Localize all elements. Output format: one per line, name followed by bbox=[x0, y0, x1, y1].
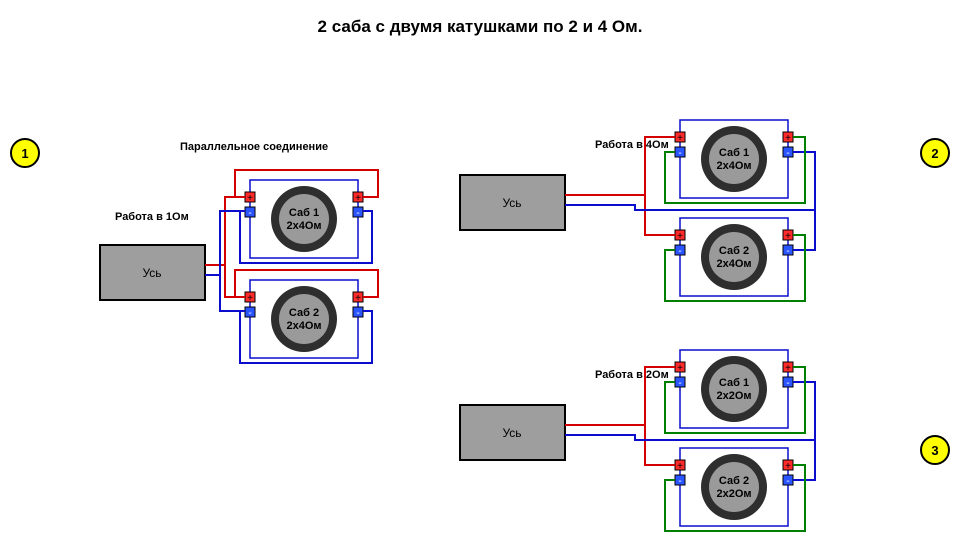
diagram-2: Работа в 4Ом Усь Саб 1 2х4Ом + - + - Саб… bbox=[460, 120, 815, 301]
svg-text:Усь: Усь bbox=[502, 426, 521, 440]
svg-text:2х2Ом: 2х2Ом bbox=[716, 390, 751, 402]
d1-speaker-2: Саб 2 2х4Ом + - + - bbox=[245, 280, 363, 358]
svg-text:-: - bbox=[786, 476, 789, 487]
svg-text:+: + bbox=[247, 293, 253, 304]
svg-text:+: + bbox=[677, 231, 683, 242]
page-title: 2 саба с двумя катушками по 2 и 4 Ом. bbox=[318, 17, 643, 36]
svg-text:-: - bbox=[678, 378, 681, 389]
svg-text:-: - bbox=[786, 246, 789, 257]
svg-text:2х4Ом: 2х4Ом bbox=[286, 220, 321, 232]
svg-text:Усь: Усь bbox=[502, 196, 521, 210]
d1-mode-label-1: Параллельное соединение bbox=[180, 141, 328, 153]
d2-speaker-1: Саб 1 2х4Ом + - + - bbox=[675, 120, 793, 198]
d3-mode-label: Работа в 2Ом bbox=[595, 369, 669, 381]
diagram-1: Параллельное соединение Работа в 1Ом Усь… bbox=[100, 141, 378, 363]
svg-text:-: - bbox=[248, 308, 251, 319]
svg-text:-: - bbox=[678, 148, 681, 159]
svg-text:+: + bbox=[785, 231, 791, 242]
badge-3: 3 bbox=[921, 436, 949, 464]
svg-text:3: 3 bbox=[931, 443, 938, 458]
d1-speaker-1: Саб 1 2х4Ом + - + - bbox=[245, 180, 363, 258]
svg-text:2х4Ом: 2х4Ом bbox=[286, 320, 321, 332]
svg-text:+: + bbox=[785, 133, 791, 144]
diagram-3: Работа в 2Ом Усь Саб 1 2х2Ом + - + - Саб… bbox=[460, 350, 815, 531]
badge-2: 2 bbox=[921, 139, 949, 167]
svg-text:+: + bbox=[355, 193, 361, 204]
svg-text:-: - bbox=[786, 378, 789, 389]
d2-mode-label: Работа в 4Ом bbox=[595, 139, 669, 151]
d2-wires bbox=[565, 137, 815, 301]
svg-text:Саб 1: Саб 1 bbox=[719, 147, 749, 159]
svg-text:Саб 2: Саб 2 bbox=[719, 245, 749, 257]
amplifier-2: Усь bbox=[460, 175, 565, 230]
badge-1: 1 bbox=[11, 139, 39, 167]
svg-text:-: - bbox=[678, 246, 681, 257]
d1-mode-label-2: Работа в 1Ом bbox=[115, 211, 189, 223]
svg-text:-: - bbox=[248, 208, 251, 219]
svg-text:Саб 1: Саб 1 bbox=[289, 207, 319, 219]
svg-text:2х4Ом: 2х4Ом bbox=[716, 160, 751, 172]
svg-text:+: + bbox=[785, 363, 791, 374]
wiring-diagram-canvas: 2 саба с двумя катушками по 2 и 4 Ом. 1 … bbox=[0, 0, 960, 555]
d3-speaker-1: Саб 1 2х2Ом + - + - bbox=[675, 350, 793, 428]
svg-text:+: + bbox=[355, 293, 361, 304]
svg-text:+: + bbox=[677, 133, 683, 144]
svg-text:Саб 2: Саб 2 bbox=[719, 475, 749, 487]
svg-text:2х4Ом: 2х4Ом bbox=[716, 258, 751, 270]
svg-text:+: + bbox=[677, 461, 683, 472]
amplifier-3: Усь bbox=[460, 405, 565, 460]
svg-text:+: + bbox=[677, 363, 683, 374]
svg-text:Саб 2: Саб 2 bbox=[289, 307, 319, 319]
svg-text:1: 1 bbox=[21, 146, 28, 161]
d3-speaker-2: Саб 2 2х2Ом + - + - bbox=[675, 448, 793, 526]
svg-text:Саб 1: Саб 1 bbox=[719, 377, 749, 389]
svg-text:-: - bbox=[356, 208, 359, 219]
d3-wires bbox=[565, 367, 815, 531]
svg-text:2х2Ом: 2х2Ом bbox=[716, 488, 751, 500]
d2-speaker-2: Саб 2 2х4Ом + - + - bbox=[675, 218, 793, 296]
svg-text:-: - bbox=[678, 476, 681, 487]
svg-text:+: + bbox=[785, 461, 791, 472]
svg-text:2: 2 bbox=[931, 146, 938, 161]
svg-text:+: + bbox=[247, 193, 253, 204]
svg-text:-: - bbox=[786, 148, 789, 159]
svg-text:-: - bbox=[356, 308, 359, 319]
amplifier-1: Усь bbox=[100, 245, 205, 300]
svg-text:Усь: Усь bbox=[142, 266, 161, 280]
